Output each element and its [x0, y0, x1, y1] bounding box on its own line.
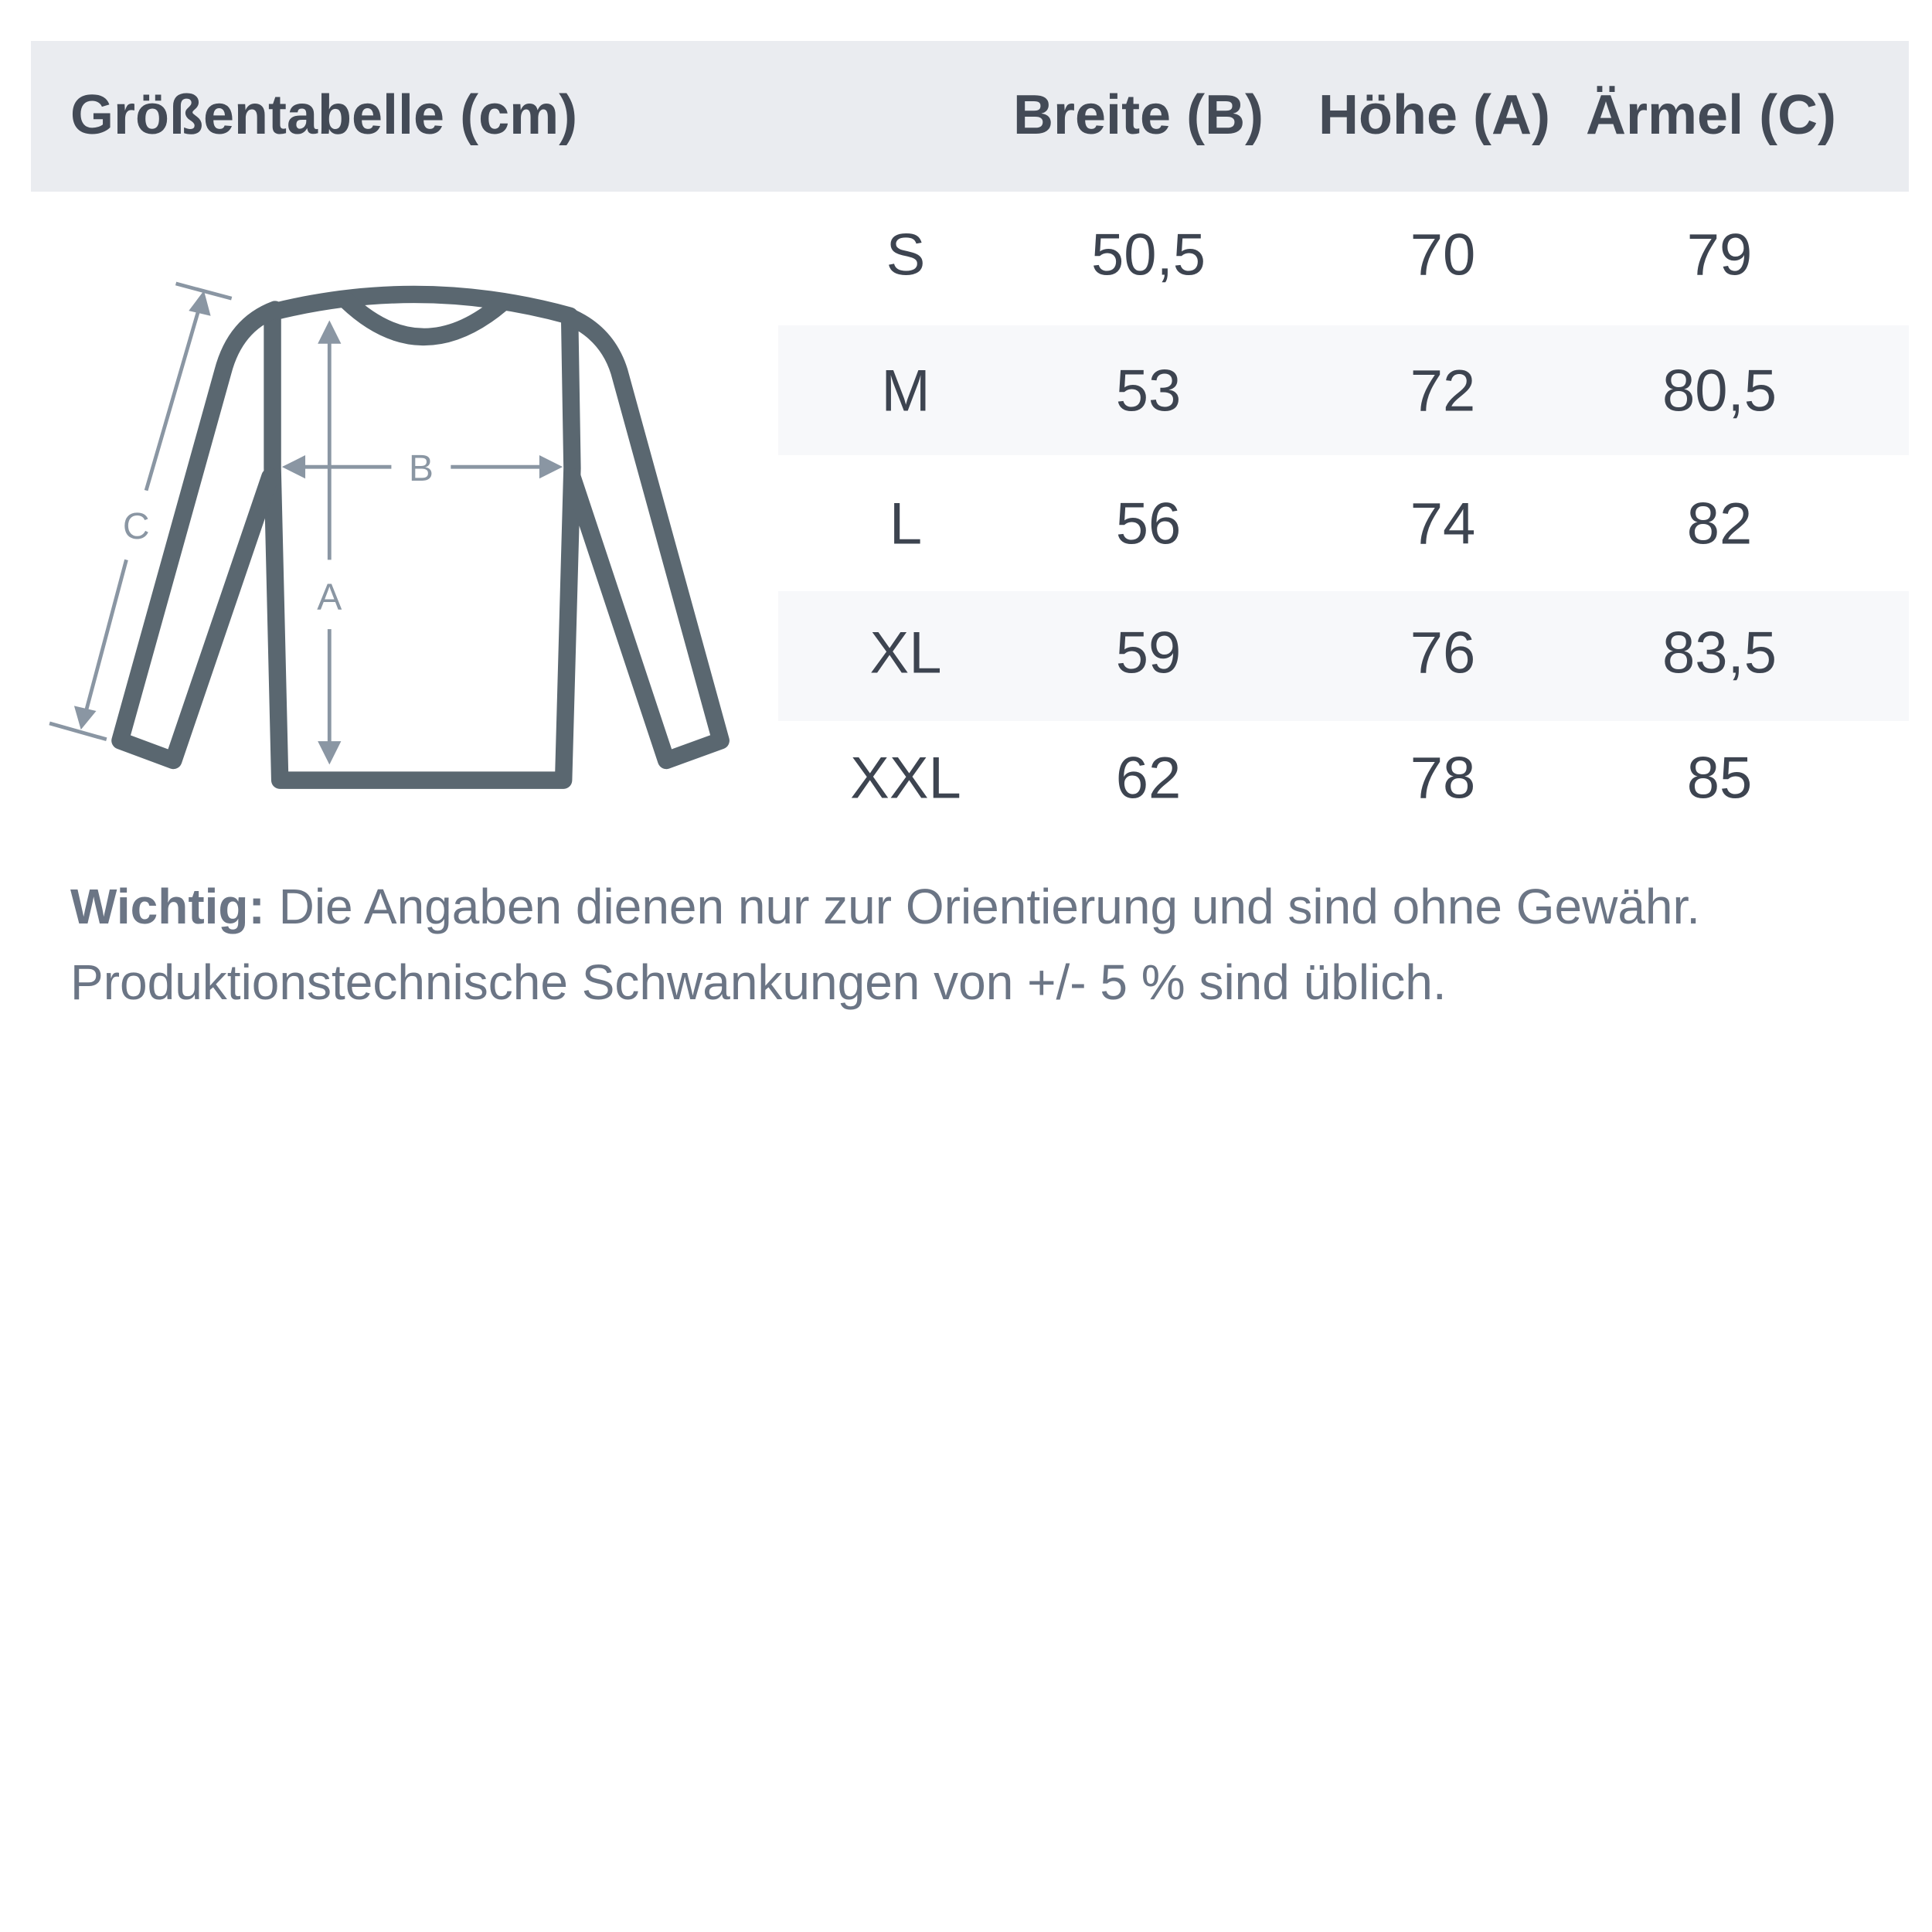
cell-aermel: 82: [1686, 491, 1753, 557]
note-label: Wichtig:: [70, 879, 265, 934]
cell-breite: 59: [1115, 620, 1182, 686]
row-stripe: [778, 325, 1909, 455]
cell-hoehe: 78: [1410, 745, 1476, 811]
label-c: C: [123, 505, 150, 547]
arrow-c: [144, 306, 202, 492]
note-line-2: Produktionstechnische Schwankungen von +…: [70, 954, 1447, 1010]
cell-aermel: 80,5: [1662, 358, 1777, 424]
label-b: B: [409, 447, 434, 489]
cell-hoehe: 70: [1410, 222, 1476, 288]
cell-aermel: 79: [1686, 222, 1753, 288]
shirt-body: [264, 311, 581, 789]
cell-aermel: 85: [1686, 745, 1753, 811]
cell-breite: 53: [1115, 358, 1182, 424]
note-text-1: Die Angaben dienen nur zur Orientierung …: [278, 879, 1701, 934]
cell-breite: 56: [1115, 491, 1182, 557]
shirt-left-sleeve: [111, 301, 284, 770]
cell-size: XXL: [850, 745, 961, 811]
cell-hoehe: 76: [1410, 620, 1476, 686]
cell-hoehe: 72: [1410, 358, 1476, 424]
cell-size: L: [889, 491, 923, 557]
cell-breite: 50,5: [1091, 222, 1206, 288]
column-header-aermel: Ärmel (C): [1586, 84, 1837, 146]
cell-aermel: 83,5: [1662, 620, 1777, 686]
cell-breite: 62: [1115, 745, 1182, 811]
cell-size: XL: [869, 620, 942, 686]
shirt-right-sleeve: [558, 307, 730, 770]
column-header-breite: Breite (B): [1013, 84, 1264, 146]
label-a: A: [317, 576, 342, 617]
row-stripe: [778, 591, 1909, 721]
cell-hoehe: 74: [1410, 491, 1476, 557]
table-header-bar: [31, 41, 1909, 192]
page-title: Größentabelle (cm): [70, 84, 578, 146]
cell-size: S: [886, 222, 926, 288]
shirt-neckline: [338, 292, 511, 346]
cell-size: M: [881, 358, 930, 424]
note-line-1: Wichtig: Die Angaben dienen nur zur Orie…: [70, 878, 1700, 935]
column-header-hoehe: Höhe (A): [1318, 84, 1550, 146]
shirt-shoulders: [264, 285, 579, 325]
